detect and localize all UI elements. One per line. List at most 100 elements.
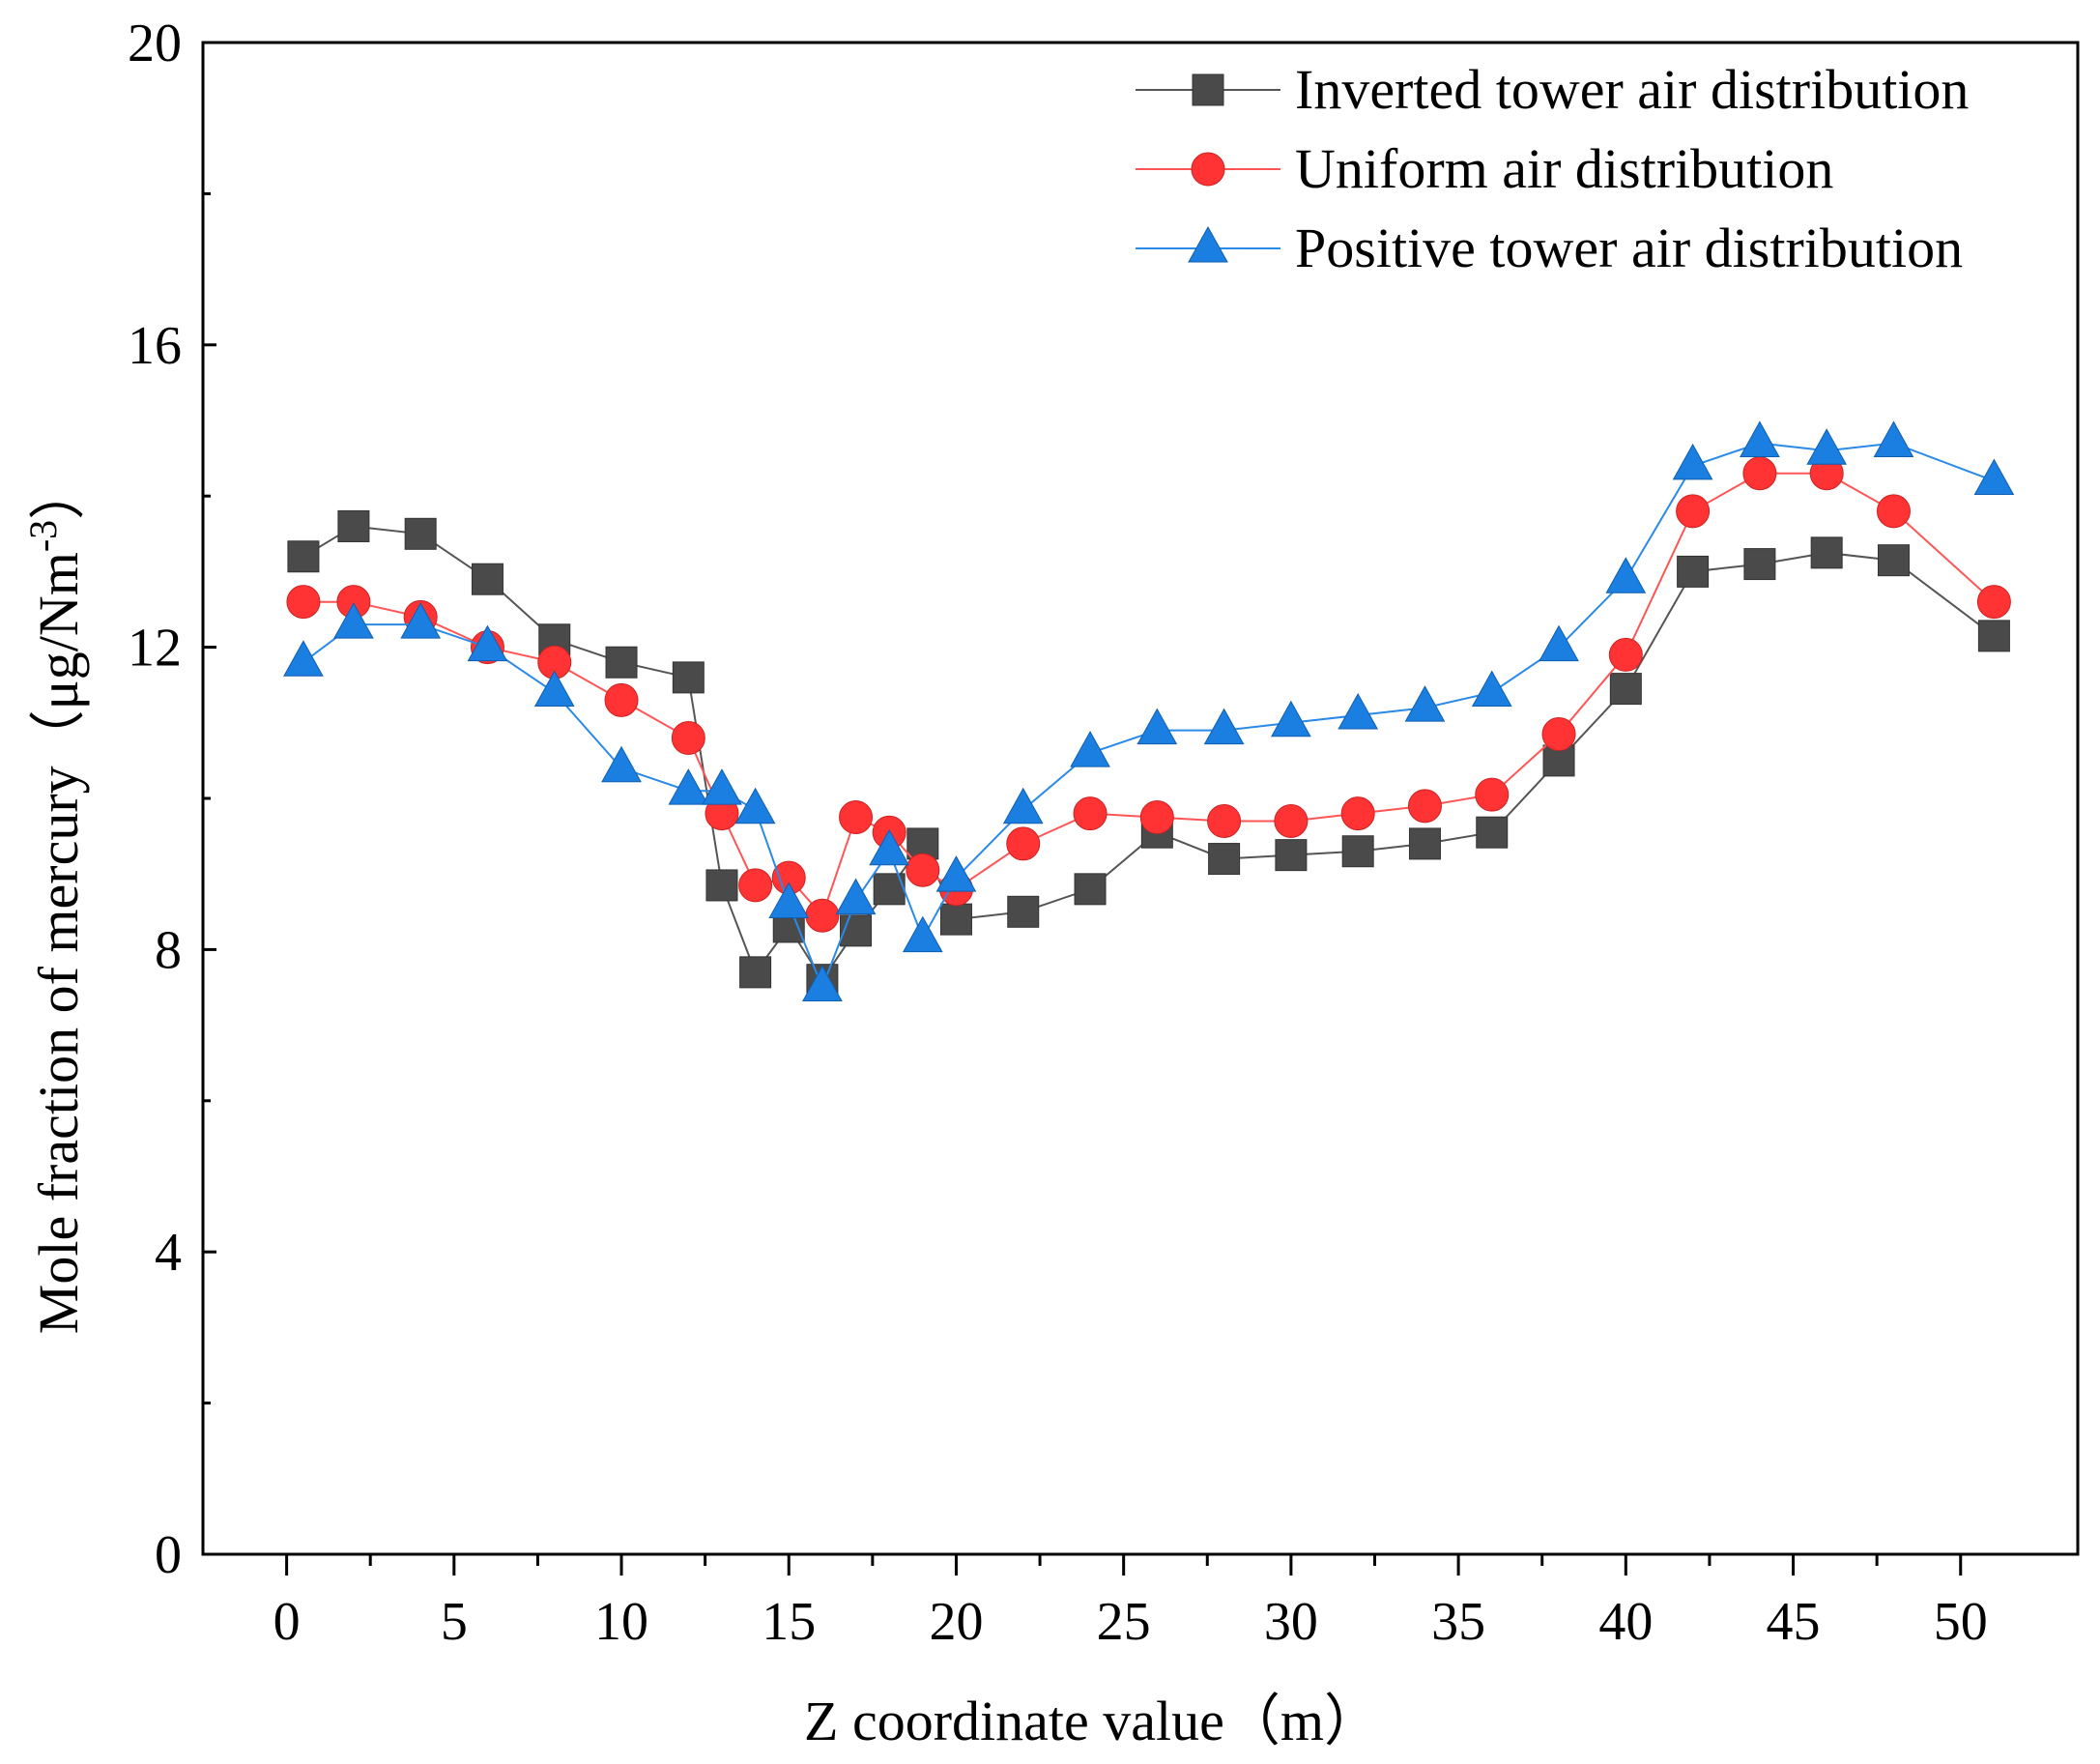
- data-point: [1876, 494, 1911, 529]
- series-group: [283, 420, 2015, 1001]
- y-tick-label: 8: [155, 920, 182, 980]
- x-tick-label: 20: [929, 1592, 983, 1652]
- legend-label: Inverted tower air distribution: [1295, 58, 1969, 121]
- series-1: [287, 509, 2010, 997]
- series-2: [286, 456, 2011, 933]
- data-point: [333, 602, 374, 639]
- data-point: [337, 509, 370, 542]
- data-point: [1006, 826, 1041, 861]
- data-point: [840, 914, 873, 947]
- data-point: [702, 768, 742, 805]
- data-point: [1476, 816, 1509, 849]
- data-point: [935, 855, 977, 892]
- data-point: [768, 882, 810, 918]
- y-tick-label: 4: [155, 1223, 182, 1283]
- data-point: [1608, 637, 1643, 672]
- axes: 0 4 8 12 16 20 0 5 10 15 20 25 30 35 40 45 50: [128, 14, 2080, 1652]
- data-point: [1677, 555, 1710, 588]
- data-point: [1977, 620, 2010, 652]
- data-point: [1074, 873, 1107, 906]
- data-point: [1475, 777, 1510, 812]
- data-point: [1408, 827, 1441, 860]
- data-point: [1810, 536, 1843, 569]
- data-point: [1976, 585, 2011, 620]
- x-tick-label: 50: [1934, 1592, 1988, 1652]
- data-point: [734, 787, 776, 824]
- x-tick-label: 35: [1431, 1592, 1485, 1652]
- data-point: [1275, 839, 1308, 872]
- x-axis-title: Z coordinate value（m）: [804, 1690, 1380, 1752]
- data-point: [1404, 685, 1446, 722]
- data-point: [906, 827, 939, 860]
- series-line: [302, 442, 1995, 991]
- x-tick-label: 45: [1767, 1592, 1821, 1652]
- y-tick-label: 20: [128, 14, 182, 73]
- data-point: [1203, 708, 1245, 745]
- data-point: [1877, 544, 1910, 577]
- x-tick-label: 30: [1264, 1592, 1318, 1652]
- data-point: [1208, 843, 1241, 876]
- data-point: [1806, 428, 1848, 465]
- x-tick-label: 10: [594, 1592, 648, 1652]
- data-point: [1274, 803, 1309, 838]
- x-tick-label: 5: [441, 1592, 468, 1652]
- data-point: [1471, 670, 1512, 708]
- data-point: [1539, 624, 1579, 662]
- data-point: [1007, 895, 1040, 928]
- data-point: [1002, 787, 1044, 824]
- x-tick-label: 0: [273, 1592, 301, 1652]
- data-point: [404, 517, 437, 550]
- series-3: [283, 420, 2015, 1001]
- y-tick-label: 16: [128, 316, 182, 376]
- data-point: [1676, 494, 1711, 529]
- data-point: [1341, 835, 1374, 868]
- x-tick-label: 40: [1598, 1592, 1653, 1652]
- data-point: [705, 869, 738, 902]
- data-point: [1605, 557, 1647, 593]
- y-axis-title-end: ）: [27, 464, 90, 520]
- data-point: [668, 768, 709, 805]
- data-point: [604, 682, 639, 717]
- data-point: [287, 540, 320, 573]
- y-axis-title: Mole fraction of mercury（μg/Nm-3）: [21, 464, 90, 1334]
- data-point: [1873, 420, 1914, 457]
- legend: Inverted tower air distribution Uniform a…: [1136, 58, 1969, 279]
- data-point: [738, 868, 773, 903]
- data-point: [467, 624, 508, 662]
- data-point: [1672, 443, 1713, 480]
- y-tick-label: 12: [128, 619, 182, 679]
- data-point: [1139, 800, 1174, 835]
- legend-marker: [1191, 152, 1225, 187]
- x-tick-label: 25: [1097, 1592, 1151, 1652]
- data-point: [1070, 731, 1110, 767]
- data-point: [1338, 692, 1379, 730]
- data-point: [1407, 789, 1442, 824]
- data-point: [1073, 796, 1108, 831]
- data-point: [902, 915, 943, 953]
- legend-marker: [1188, 225, 1228, 263]
- y-axis-title-main: Mole fraction of mercury（μg/Nm: [27, 552, 90, 1334]
- data-point: [283, 640, 324, 677]
- data-point: [906, 853, 940, 887]
- y-tick-label: 0: [155, 1525, 182, 1585]
- data-point: [805, 898, 840, 933]
- legend-marker: [1192, 73, 1224, 106]
- data-point: [1973, 458, 2015, 496]
- data-point: [1340, 796, 1375, 831]
- data-point: [835, 878, 877, 915]
- series-line: [302, 525, 1996, 982]
- data-point: [533, 670, 575, 708]
- data-point: [605, 646, 638, 679]
- data-point: [739, 956, 772, 989]
- data-point: [1742, 456, 1777, 491]
- data-point: [1743, 548, 1776, 581]
- data-point: [839, 800, 874, 835]
- data-point: [869, 828, 910, 866]
- data-point: [1136, 708, 1178, 745]
- data-point: [1609, 673, 1642, 706]
- legend-label: Positive tower air distribution: [1295, 217, 1963, 279]
- data-point: [400, 602, 442, 639]
- data-point: [1271, 700, 1311, 737]
